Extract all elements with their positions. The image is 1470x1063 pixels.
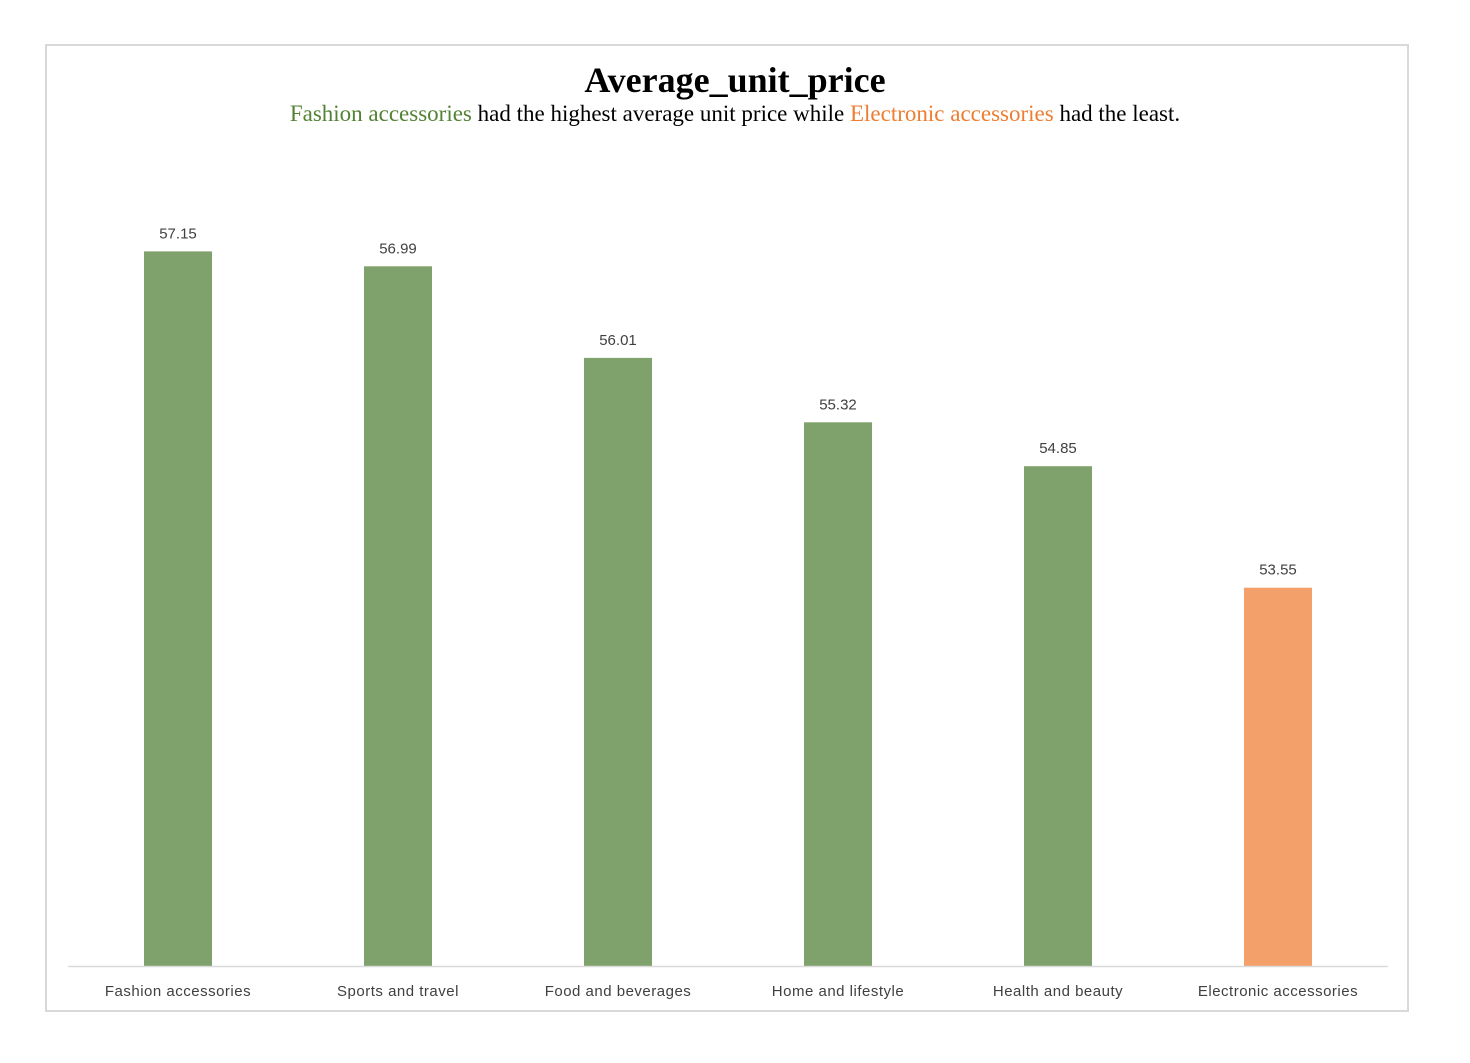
value-label-1: 56.99	[379, 240, 417, 257]
bar-0	[144, 251, 212, 966]
value-label-0: 57.15	[159, 225, 197, 242]
category-label-0: Fashion accessories	[105, 983, 251, 1000]
category-label-5: Electronic accessories	[1198, 983, 1358, 1000]
subtitle-highlight-low: Electronic accessories	[849, 101, 1054, 126]
chart-title: Average_unit_price	[584, 60, 886, 100]
bar-4	[1024, 466, 1092, 966]
value-label-4: 54.85	[1039, 440, 1077, 457]
category-label-4: Health and beauty	[993, 983, 1123, 1000]
bar-5	[1244, 587, 1312, 966]
value-label-5: 53.55	[1259, 562, 1297, 579]
category-labels-group: Fashion accessories Sports and travel Food…	[105, 983, 1358, 1000]
category-label-3: Home and lifestyle	[772, 983, 904, 1000]
category-label-2: Food and beverages	[545, 983, 692, 1000]
category-label-1: Sports and travel	[337, 983, 459, 1000]
value-label-3: 55.32	[819, 396, 857, 413]
chart-subtitle: Fashion accessories had the highest aver…	[0, 99, 1470, 129]
bar-2	[584, 357, 652, 966]
value-labels-group: 57.15 56.99 56.01 55.32 54.85 53.55	[159, 225, 1297, 578]
subtitle-highlight-high: Fashion accessories	[289, 101, 472, 126]
bar-1	[364, 266, 432, 966]
subtitle-text-middle: had the highest average unit price while	[471, 101, 850, 126]
value-label-2: 56.01	[599, 332, 637, 349]
bars-group	[144, 251, 1312, 966]
chart-frame	[45, 44, 1409, 1012]
bar-3	[804, 422, 872, 966]
subtitle-text-end: had the least.	[1053, 101, 1181, 126]
